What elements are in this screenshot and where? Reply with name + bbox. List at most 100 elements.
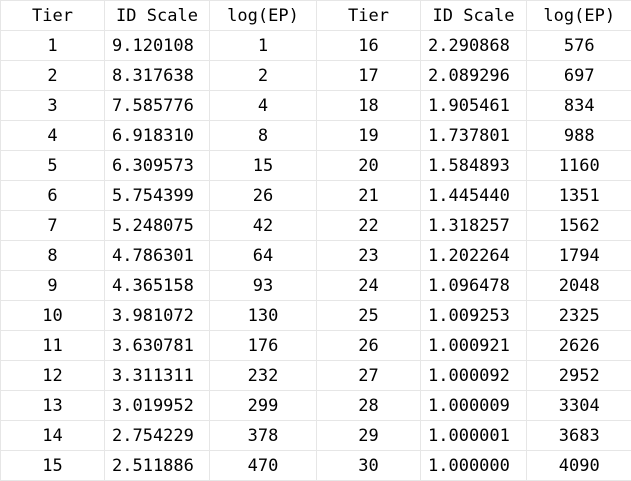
cell-log-ep-right[interactable]: 576 [527,31,631,61]
cell-id-scale-left[interactable]: 5.248075 [105,211,210,241]
cell-log-ep-left[interactable]: 26 [210,181,317,211]
cell-tier-right[interactable]: 26 [317,331,421,361]
cell-log-ep-left[interactable]: 64 [210,241,317,271]
cell-tier-right[interactable]: 30 [317,451,421,481]
cell-log-ep-right[interactable]: 1351 [527,181,631,211]
cell-tier-left[interactable]: 6 [1,181,105,211]
cell-id-scale-left[interactable]: 9.120108 [105,31,210,61]
cell-id-scale-right[interactable]: 1.000092 [421,361,527,391]
cell-log-ep-right[interactable]: 2626 [527,331,631,361]
cell-id-scale-right[interactable]: 1.000921 [421,331,527,361]
cell-id-scale-right[interactable]: 1.318257 [421,211,527,241]
cell-id-scale-right[interactable]: 1.737801 [421,121,527,151]
cell-log-ep-right[interactable]: 2952 [527,361,631,391]
header-tier-2[interactable]: Tier [317,1,421,31]
cell-log-ep-left[interactable]: 176 [210,331,317,361]
cell-tier-left[interactable]: 2 [1,61,105,91]
cell-log-ep-left[interactable]: 299 [210,391,317,421]
cell-tier-left[interactable]: 11 [1,331,105,361]
cell-log-ep-left[interactable]: 93 [210,271,317,301]
cell-tier-left[interactable]: 5 [1,151,105,181]
cell-id-scale-left[interactable]: 7.585776 [105,91,210,121]
header-id-scale-2[interactable]: ID Scale [421,1,527,31]
cell-log-ep-left[interactable]: 8 [210,121,317,151]
cell-log-ep-left[interactable]: 470 [210,451,317,481]
cell-log-ep-left[interactable]: 130 [210,301,317,331]
cell-tier-right[interactable]: 18 [317,91,421,121]
cell-tier-left[interactable]: 15 [1,451,105,481]
cell-tier-left[interactable]: 13 [1,391,105,421]
cell-tier-right[interactable]: 27 [317,361,421,391]
cell-tier-right[interactable]: 24 [317,271,421,301]
cell-log-ep-right[interactable]: 3683 [527,421,631,451]
cell-tier-left[interactable]: 1 [1,31,105,61]
cell-id-scale-right[interactable]: 1.000009 [421,391,527,421]
cell-tier-right[interactable]: 25 [317,301,421,331]
cell-tier-left[interactable]: 12 [1,361,105,391]
cell-tier-left[interactable]: 3 [1,91,105,121]
cell-log-ep-right[interactable]: 988 [527,121,631,151]
cell-id-scale-right[interactable]: 1.905461 [421,91,527,121]
cell-tier-right[interactable]: 23 [317,241,421,271]
cell-log-ep-left[interactable]: 4 [210,91,317,121]
cell-log-ep-left[interactable]: 42 [210,211,317,241]
cell-tier-left[interactable]: 10 [1,301,105,331]
cell-id-scale-left[interactable]: 3.981072 [105,301,210,331]
header-log-ep-1[interactable]: log(EP) [210,1,317,31]
header-id-scale-1[interactable]: ID Scale [105,1,210,31]
cell-tier-left[interactable]: 9 [1,271,105,301]
cell-id-scale-right[interactable]: 1.009253 [421,301,527,331]
cell-tier-left[interactable]: 8 [1,241,105,271]
cell-id-scale-right[interactable]: 1.096478 [421,271,527,301]
cell-id-scale-right[interactable]: 1.445440 [421,181,527,211]
cell-log-ep-right[interactable]: 1794 [527,241,631,271]
cell-log-ep-right[interactable]: 834 [527,91,631,121]
cell-tier-right[interactable]: 29 [317,421,421,451]
cell-tier-right[interactable]: 28 [317,391,421,421]
cell-id-scale-left[interactable]: 2.511886 [105,451,210,481]
cell-tier-left[interactable]: 7 [1,211,105,241]
cell-log-ep-left[interactable]: 2 [210,61,317,91]
header-tier-1[interactable]: Tier [1,1,105,31]
cell-id-scale-right[interactable]: 2.290868 [421,31,527,61]
cell-tier-right[interactable]: 19 [317,121,421,151]
cell-log-ep-left[interactable]: 378 [210,421,317,451]
cell-tier-left[interactable]: 14 [1,421,105,451]
cell-id-scale-left[interactable]: 4.365158 [105,271,210,301]
cell-log-ep-left[interactable]: 15 [210,151,317,181]
cell-id-scale-left[interactable]: 5.754399 [105,181,210,211]
cell-id-scale-left[interactable]: 6.309573 [105,151,210,181]
cell-tier-right[interactable]: 17 [317,61,421,91]
cell-id-scale-left[interactable]: 4.786301 [105,241,210,271]
cell-id-scale-right[interactable]: 1.000000 [421,451,527,481]
header-log-ep-2[interactable]: log(EP) [527,1,631,31]
cell-log-ep-left[interactable]: 232 [210,361,317,391]
cell-log-ep-right[interactable]: 697 [527,61,631,91]
cell-id-scale-left[interactable]: 2.754229 [105,421,210,451]
cell-log-ep-right[interactable]: 4090 [527,451,631,481]
cell-id-scale-left[interactable]: 3.311311 [105,361,210,391]
cell-id-scale-right[interactable]: 1.202264 [421,241,527,271]
cell-log-ep-right[interactable]: 2048 [527,271,631,301]
cell-id-scale-left[interactable]: 3.630781 [105,331,210,361]
cell-id-scale-right[interactable]: 1.000001 [421,421,527,451]
cell-tier-left[interactable]: 4 [1,121,105,151]
cell-id-scale-left[interactable]: 8.317638 [105,61,210,91]
cell-log-ep-left[interactable]: 1 [210,31,317,61]
cell-id-scale-right[interactable]: 1.584893 [421,151,527,181]
cell-tier-right[interactable]: 21 [317,181,421,211]
cell-log-ep-right[interactable]: 1160 [527,151,631,181]
cell-log-ep-right[interactable]: 2325 [527,301,631,331]
cell-log-ep-right[interactable]: 1562 [527,211,631,241]
cell-tier-right[interactable]: 16 [317,31,421,61]
cell-id-scale-left[interactable]: 3.019952 [105,391,210,421]
cell-id-scale-right[interactable]: 2.089296 [421,61,527,91]
cell-log-ep-right[interactable]: 3304 [527,391,631,421]
cell-tier-right[interactable]: 20 [317,151,421,181]
cell-tier-right[interactable]: 22 [317,211,421,241]
cell-id-scale-left[interactable]: 6.918310 [105,121,210,151]
